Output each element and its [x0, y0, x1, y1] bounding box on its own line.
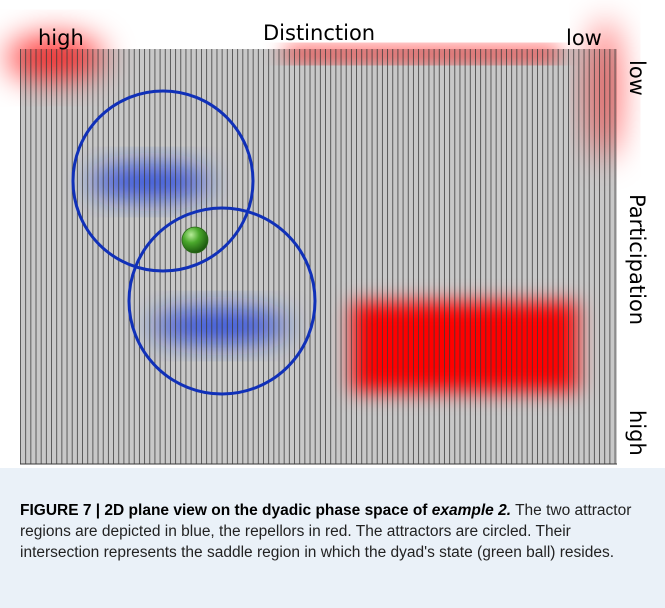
top-right-label: low	[566, 26, 602, 50]
phase-space-figure: high Distinction low low Participation h…	[7, 20, 649, 465]
caption-example: example 2.	[431, 502, 512, 519]
attractor-circle-lower	[127, 206, 317, 396]
right-bottom-label: high	[625, 410, 649, 456]
right-top-label: low	[625, 60, 649, 96]
top-left-label: high	[38, 26, 84, 50]
dyad-state-ball	[181, 226, 209, 254]
caption-label: FIGURE 7 | 2D plane view on the dyadic p…	[20, 502, 432, 519]
grid-background	[20, 49, 617, 464]
repellor-region-top-center	[285, 47, 560, 61]
axis-title-distinction: Distinction	[263, 21, 376, 45]
attractor-circle-upper	[71, 89, 255, 273]
grid-lines	[20, 49, 617, 465]
attractor-region-lower	[152, 310, 288, 342]
repellor-region-lower-right	[352, 302, 577, 392]
caption-background	[0, 468, 665, 608]
figure-caption: FIGURE 7 | 2D plane view on the dyadic p…	[20, 500, 650, 563]
phase-space-plot	[7, 20, 621, 465]
caption-text: The two attractor regions are depicted i…	[20, 502, 632, 561]
caption-title: FIGURE 7 | 2D plane view on the dyadic p…	[20, 502, 511, 519]
axis-title-participation: Participation	[625, 194, 649, 326]
